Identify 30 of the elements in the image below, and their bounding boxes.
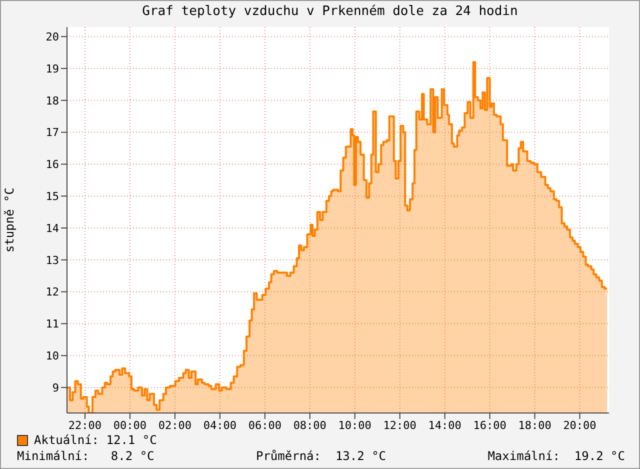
y-tick-label: 19 bbox=[46, 62, 59, 76]
x-tick-label: 14:00 bbox=[428, 418, 462, 432]
y-tick-label: 11 bbox=[46, 318, 59, 331]
y-tick-label: 14 bbox=[46, 222, 60, 235]
y-axis-title: stupně °C bbox=[2, 187, 16, 253]
y-tick-label: 15 bbox=[46, 190, 59, 203]
x-tick-label: 08:00 bbox=[293, 418, 326, 432]
x-tick-label: 12:00 bbox=[383, 418, 416, 432]
y-tick-label: 9 bbox=[52, 381, 59, 394]
legend-label: Aktuální: 12.1 °C bbox=[34, 433, 157, 447]
text: Průměrná: 13.2 °C bbox=[256, 449, 386, 463]
x-tick-label: 04:00 bbox=[203, 418, 236, 432]
x-tick-label: 10:00 bbox=[338, 418, 372, 432]
x-tick-label: 20:00 bbox=[563, 418, 596, 432]
y-tick-label: 17 bbox=[46, 126, 59, 140]
y-tick-label: 18 bbox=[46, 94, 59, 108]
x-tick-label: 22:00 bbox=[68, 418, 102, 432]
y-tick-label: 16 bbox=[46, 158, 59, 172]
x-tick-label: 06:00 bbox=[248, 418, 282, 432]
x-tick-label: 00:00 bbox=[113, 418, 147, 432]
y-tick-label: 10 bbox=[46, 349, 59, 362]
text: Minimální: 8.2 °C bbox=[17, 449, 154, 463]
x-tick-label: 18:00 bbox=[518, 418, 552, 432]
x-tick-label: 02:00 bbox=[158, 418, 192, 432]
text: Maximální: 19.2 °C bbox=[488, 449, 625, 463]
chart-title: Graf teploty vzduchu v Prkenném dole za 24 hodin bbox=[141, 3, 519, 21]
x-tick-label: 16:00 bbox=[473, 418, 506, 432]
y-tick-label: 13 bbox=[46, 254, 59, 267]
y-tick-label: 12 bbox=[46, 286, 59, 299]
y-tick-label: 20 bbox=[46, 30, 59, 44]
